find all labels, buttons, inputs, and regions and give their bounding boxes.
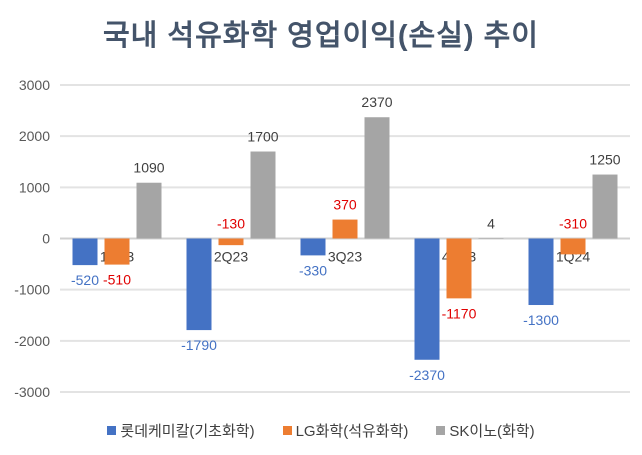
category-label: 3Q23	[328, 249, 362, 265]
legend-item-sk: SK이노(화학)	[436, 420, 535, 441]
bar-2Q23-0	[186, 238, 212, 331]
bar-3Q23-0	[300, 238, 326, 256]
legend-label: 롯데케미칼(기초화학)	[120, 423, 255, 440]
data-label: 2370	[361, 94, 392, 110]
legend-label: LG화학(석유화학)	[295, 423, 409, 440]
data-label: 1250	[589, 152, 620, 168]
legend-item-lg: LG화학(석유화학)	[282, 420, 409, 441]
bar-1Q23-1	[104, 238, 130, 265]
data-label: -1170	[442, 305, 477, 321]
bar-2Q23-2	[250, 151, 276, 239]
y-tick-label: 3000	[19, 77, 50, 93]
bar-1Q24-2	[592, 174, 618, 239]
bar-2Q23-1	[218, 238, 244, 246]
bar-1Q23-0	[72, 238, 98, 266]
data-label: -2370	[409, 367, 445, 383]
category-label: 2Q23	[214, 249, 248, 265]
legend-item-lotte: 롯데케미칼(기초화학)	[107, 420, 255, 441]
data-label: -130	[217, 216, 245, 232]
y-tick-label: 1000	[19, 179, 50, 195]
y-tick-label: -3000	[14, 384, 50, 400]
legend-label: SK이노(화학)	[449, 423, 535, 440]
bar-3Q23-1	[332, 219, 358, 239]
legend-swatch	[107, 426, 117, 435]
data-label: 4	[487, 215, 495, 231]
data-label: -330	[299, 262, 327, 278]
bar-1Q24-1	[560, 238, 586, 255]
data-label: -1790	[181, 337, 217, 353]
bar-1Q24-0	[528, 238, 554, 306]
data-label: -510	[103, 272, 131, 288]
legend-swatch	[436, 426, 446, 435]
bar-4Q23-0	[414, 238, 440, 360]
chart-title: 국내 석유화학 영업이익(손실) 추이	[102, 20, 539, 52]
data-label: -310	[559, 216, 587, 232]
y-tick-label: 2000	[19, 128, 50, 144]
data-label: 1090	[133, 160, 164, 176]
legend: 롯데케미칼(기초화학) LG화학(석유화학) SK이노(화학)	[0, 420, 642, 441]
bar-4Q23-1	[446, 238, 472, 299]
bar-4Q23-2	[478, 238, 504, 239]
y-tick-label: -2000	[14, 333, 50, 349]
bar-1Q23-2	[136, 182, 162, 239]
bar-3Q23-2	[364, 117, 390, 239]
y-tick-label: -1000	[14, 282, 50, 298]
y-tick-label: 0	[42, 231, 50, 247]
data-label: 370	[333, 197, 357, 213]
legend-swatch	[282, 426, 292, 435]
data-label: 1700	[247, 129, 278, 145]
data-label: -1300	[523, 312, 559, 328]
data-label: -520	[71, 272, 99, 288]
